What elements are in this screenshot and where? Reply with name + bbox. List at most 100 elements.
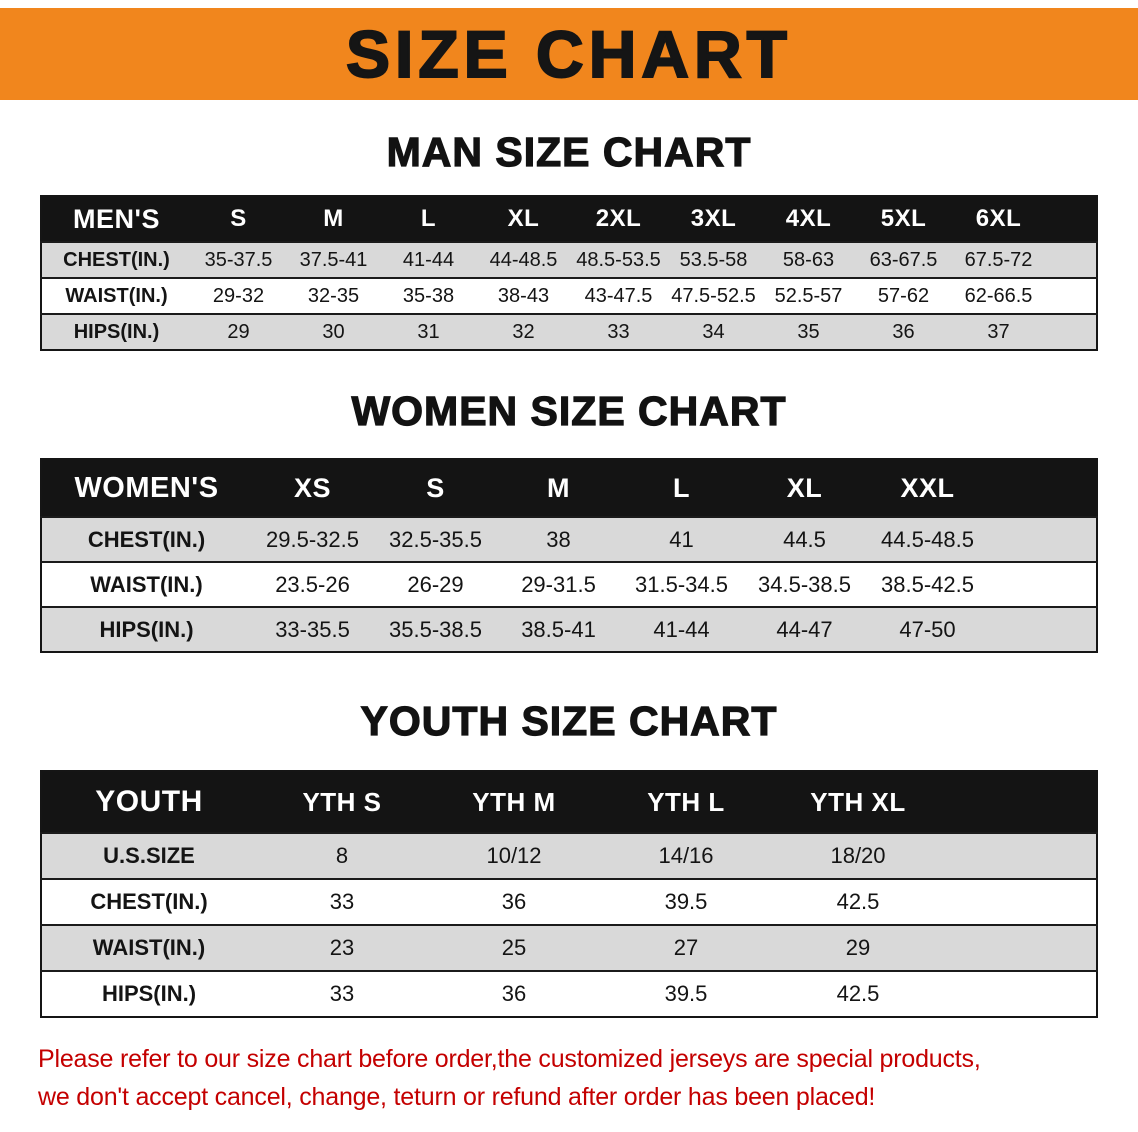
footer-notice: Please refer to our size chart before or… [38,1040,1138,1116]
row-label: WAIST(IN.) [41,277,191,315]
cell-value: 52.5-57 [761,277,856,315]
cell-value: 14/16 [600,832,772,880]
header-filler [989,459,1097,518]
cell-value: 32.5-35.5 [374,516,497,563]
cell-value: 38-43 [476,277,571,315]
cell-value: 37 [951,313,1046,351]
table-row: WAIST(IN.) 23.5-26 26-29 29-31.5 31.5-34… [41,561,1097,608]
men-header-row: MEN'S S M L XL 2XL 3XL 4XL 5XL 6XL [41,196,1097,243]
col-header: 6XL [951,196,1046,243]
row-label: HIPS(IN.) [41,970,256,1018]
cell-value: 47.5-52.5 [666,277,761,315]
cell-value: 48.5-53.5 [571,241,666,279]
table-row: WAIST(IN.) 29-32 32-35 35-38 38-43 43-47… [41,277,1097,315]
row-label: HIPS(IN.) [41,313,191,351]
col-header: M [286,196,381,243]
col-header: XL [743,459,866,518]
cell-value: 31.5-34.5 [620,561,743,608]
cell-value: 10/12 [428,832,600,880]
cell-value: 44.5 [743,516,866,563]
row-label: CHEST(IN.) [41,878,256,926]
row-label: CHEST(IN.) [41,516,251,563]
col-header: YTH L [600,771,772,834]
col-header: L [381,196,476,243]
cell-value: 31 [381,313,476,351]
cell-filler [1046,241,1097,279]
cell-filler [989,516,1097,563]
row-label: WAIST(IN.) [41,561,251,608]
cell-filler [1046,313,1097,351]
cell-value: 38.5-41 [497,606,620,653]
cell-value: 36 [428,878,600,926]
cell-value: 23.5-26 [251,561,374,608]
women-size-table: WOMEN'S XS S M L XL XXL CHEST(IN.) 29.5-… [40,458,1098,654]
table-row: CHEST(IN.) 33 36 39.5 42.5 [41,878,1097,926]
cell-value: 35-38 [381,277,476,315]
cell-value: 29.5-32.5 [251,516,374,563]
cell-value: 53.5-58 [666,241,761,279]
table-row: U.S.SIZE 8 10/12 14/16 18/20 [41,832,1097,880]
cell-value: 27 [600,924,772,972]
cell-value: 41-44 [620,606,743,653]
cell-value: 35.5-38.5 [374,606,497,653]
cell-value: 37.5-41 [286,241,381,279]
col-header: XL [476,196,571,243]
cell-value: 33 [256,878,428,926]
cell-filler [989,606,1097,653]
cell-value: 34 [666,313,761,351]
cell-value: 32-35 [286,277,381,315]
table-row: HIPS(IN.) 33 36 39.5 42.5 [41,970,1097,1018]
cell-value: 23 [256,924,428,972]
table-row: HIPS(IN.) 33-35.5 35.5-38.5 38.5-41 41-4… [41,606,1097,653]
youth-header-row: YOUTH YTH S YTH M YTH L YTH XL [41,771,1097,834]
cell-value: 41 [620,516,743,563]
col-header: YTH XL [772,771,944,834]
youth-section-title: YOUTH SIZE CHART [360,698,778,745]
cell-value: 29-31.5 [497,561,620,608]
cell-value: 63-67.5 [856,241,951,279]
youth-size-table: YOUTH YTH S YTH M YTH L YTH XL U.S.SIZE … [40,770,1098,1019]
cell-value: 30 [286,313,381,351]
table-row: CHEST(IN.) 29.5-32.5 32.5-35.5 38 41 44.… [41,516,1097,563]
cell-value: 29 [772,924,944,972]
cell-filler [989,561,1097,608]
cell-value: 67.5-72 [951,241,1046,279]
cell-filler [944,878,1097,926]
cell-value: 8 [256,832,428,880]
col-header: M [497,459,620,518]
women-section-title: WOMEN SIZE CHART [351,388,787,435]
row-label: CHEST(IN.) [41,241,191,279]
cell-value: 25 [428,924,600,972]
col-header: XS [251,459,374,518]
table-row: CHEST(IN.) 35-37.5 37.5-41 41-44 44-48.5… [41,241,1097,279]
men-section-title: MAN SIZE CHART [386,129,752,175]
row-label: HIPS(IN.) [41,606,251,653]
cell-value: 33-35.5 [251,606,374,653]
cell-value: 39.5 [600,970,772,1018]
men-corner-label: MEN'S [41,196,191,243]
cell-value: 58-63 [761,241,856,279]
notice-line-2: we don't accept cancel, change, teturn o… [38,1083,876,1112]
col-header: 3XL [666,196,761,243]
col-header: L [620,459,743,518]
cell-value: 44-47 [743,606,866,653]
youth-section: YOUTH SIZE CHART YOUTH YTH S YTH M YTH L… [0,698,1138,1019]
col-header: 4XL [761,196,856,243]
cell-value: 57-62 [856,277,951,315]
col-header: YTH M [428,771,600,834]
cell-value: 36 [856,313,951,351]
col-header: YTH S [256,771,428,834]
cell-filler [944,832,1097,880]
cell-filler [1046,277,1097,315]
cell-value: 26-29 [374,561,497,608]
cell-value: 42.5 [772,970,944,1018]
cell-value: 29 [191,313,286,351]
cell-value: 42.5 [772,878,944,926]
cell-value: 35 [761,313,856,351]
cell-value: 33 [256,970,428,1018]
table-row: HIPS(IN.) 29 30 31 32 33 34 35 36 37 [41,313,1097,351]
cell-value: 44-48.5 [476,241,571,279]
cell-value: 44.5-48.5 [866,516,989,563]
youth-corner-label: YOUTH [41,771,256,834]
cell-value: 39.5 [600,878,772,926]
